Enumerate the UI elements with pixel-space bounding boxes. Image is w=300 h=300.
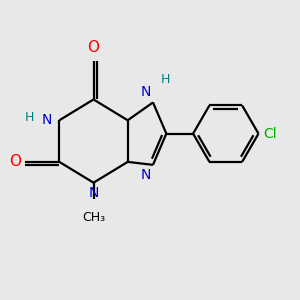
Text: N: N xyxy=(141,85,152,99)
Text: O: O xyxy=(9,154,21,169)
Text: H: H xyxy=(25,111,34,124)
Text: O: O xyxy=(88,40,100,55)
Text: CH₃: CH₃ xyxy=(82,211,105,224)
Text: N: N xyxy=(141,168,152,182)
Text: H: H xyxy=(160,73,170,86)
Text: Cl: Cl xyxy=(263,127,277,141)
Text: N: N xyxy=(88,186,99,200)
Text: N: N xyxy=(41,113,52,127)
